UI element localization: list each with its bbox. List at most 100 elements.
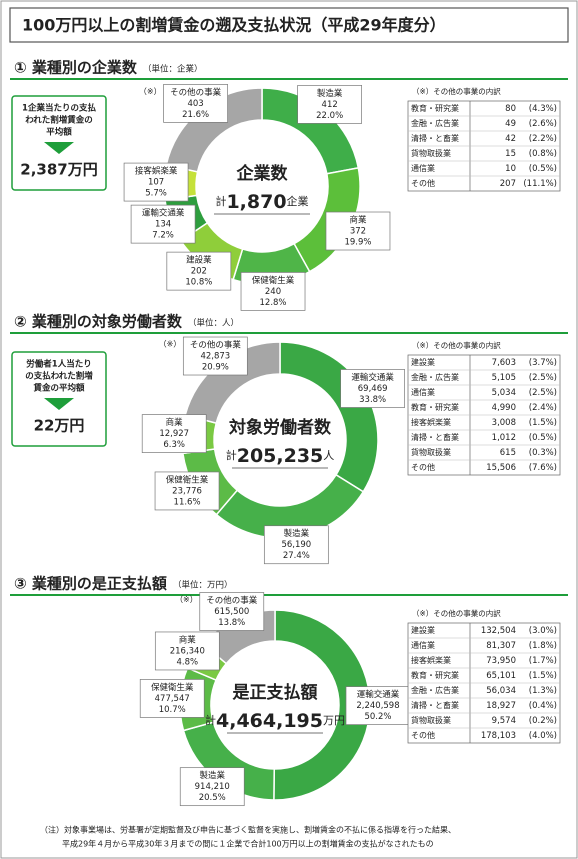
callout-text: の支払われた割増: [25, 371, 93, 382]
label-box: [130, 204, 196, 244]
footnote: （注）対象事業場は、労基署が定期監督及び申告に基づく監督を実施し、割増賃金の不払…: [40, 825, 456, 835]
row-value: 132,504: [481, 626, 516, 636]
section-title: ③ 業種別の是正支払額: [14, 575, 167, 593]
slice-value: 412: [322, 100, 338, 110]
row-name: 貨物取扱業: [411, 148, 451, 158]
row-name: 建設業: [411, 357, 435, 367]
row-name: 接客娯楽業: [411, 655, 451, 665]
slice-name: その他の事業: [206, 595, 258, 606]
slice-name: 接客娯楽業: [135, 166, 178, 177]
slice-value: 134: [155, 220, 171, 230]
section-title: ② 業種別の対象労働者数: [14, 313, 183, 331]
title-box: [9, 7, 569, 43]
row-name: 通信業: [411, 640, 435, 650]
slice-value: 2,240,598: [356, 701, 399, 711]
label-box: [123, 162, 189, 202]
row-percent: (1.5%): [529, 671, 557, 681]
slice-value: 615,500: [214, 607, 249, 617]
row-name: 金融・広告業: [411, 372, 459, 382]
slice-name: 運輸交通業: [357, 689, 400, 700]
slice-percent: 7.2%: [152, 231, 174, 241]
row-value: 15,506: [486, 463, 516, 473]
slice-percent: 12.8%: [260, 298, 287, 308]
center-label: 対象労働者数: [228, 417, 332, 438]
total-prefix: 計: [205, 713, 216, 727]
row-percent: (4.0%): [529, 731, 557, 741]
row-name: その他: [411, 178, 435, 188]
row-percent: (2.5%): [529, 373, 557, 383]
row-percent: (1.7%): [529, 656, 557, 666]
row-value: 5,034: [492, 388, 516, 398]
breakdown-title: （※）その他の事業の内訳: [412, 608, 501, 618]
slice-percent: 27.4%: [283, 551, 310, 561]
donut-slice: [273, 609, 371, 801]
row-value: 18,927: [486, 701, 516, 711]
label-box: [263, 525, 329, 565]
row-name: その他: [411, 462, 435, 472]
callout-text: 1企業当たりの支払: [22, 103, 96, 114]
slice-value: 12,927: [159, 429, 189, 439]
slice-value: 202: [191, 267, 207, 277]
row-percent: (0.5%): [529, 433, 557, 443]
slice-percent: 20.5%: [199, 793, 226, 803]
label-box: [182, 336, 248, 376]
callout-text: 賃金の平均額: [32, 383, 85, 394]
label-box: [154, 471, 220, 511]
donut-slice: [184, 341, 281, 425]
row-value: 81,307: [486, 641, 516, 651]
center-total: 計4,464,195万円: [205, 710, 345, 732]
total-value: 205,235: [237, 445, 324, 467]
row-percent: (2.4%): [529, 403, 557, 413]
center-label: 是正支払額: [233, 682, 318, 703]
label-box: [154, 631, 220, 671]
slice-name: 保健衛生業: [252, 275, 295, 286]
row-name: 通信業: [411, 163, 435, 173]
row-value: 10: [505, 164, 516, 174]
label-box: [325, 211, 391, 251]
row-name: 教育・研究業: [411, 670, 459, 680]
slice-name: 運輸交通業: [351, 372, 394, 383]
row-name: 接客娯楽業: [411, 417, 451, 427]
total-unit: 企業: [287, 194, 309, 208]
total-prefix: 計: [215, 194, 226, 208]
total-value: 1,870: [226, 191, 286, 213]
section-title: ① 業種別の企業数: [14, 59, 138, 77]
note-marker: （※）: [175, 595, 198, 604]
slice-name: 製造業: [317, 88, 343, 99]
row-value: 15: [505, 149, 516, 159]
row-value: 3,008: [492, 418, 516, 428]
slice-value: 216,340: [170, 646, 205, 656]
total-unit: 万円: [323, 714, 345, 727]
row-value: 42: [505, 134, 516, 144]
row-name: 金融・広告業: [411, 685, 459, 695]
slice-name: 製造業: [284, 528, 310, 539]
slice-percent: 10.7%: [159, 705, 186, 715]
slice-value: 56,190: [281, 540, 311, 550]
row-name: 建設業: [411, 625, 435, 635]
callout-text: 平均額: [46, 127, 72, 138]
center-label: 企業数: [236, 163, 289, 184]
slice-name: 商業: [349, 215, 367, 226]
slice-value: 240: [265, 287, 281, 297]
slice-name: 製造業: [199, 770, 225, 781]
row-name: 貨物取扱業: [411, 715, 451, 725]
row-name: 清掃・と畜業: [411, 133, 459, 143]
callout-value: 22万円: [34, 417, 85, 435]
row-percent: (0.8%): [529, 149, 557, 159]
slice-name: その他の事業: [170, 87, 222, 98]
row-percent: (0.4%): [529, 701, 557, 711]
row-percent: (0.2%): [529, 716, 557, 726]
breakdown-title: （※）その他の事業の内訳: [412, 340, 501, 350]
breakdown-title: （※）その他の事業の内訳: [412, 86, 501, 96]
row-percent: (2.6%): [529, 119, 557, 129]
row-value: 7,603: [492, 358, 516, 368]
label-box: [199, 592, 265, 631]
row-percent: (3.7%): [529, 358, 557, 368]
callout-text: 労働者1人当たり: [26, 359, 91, 370]
